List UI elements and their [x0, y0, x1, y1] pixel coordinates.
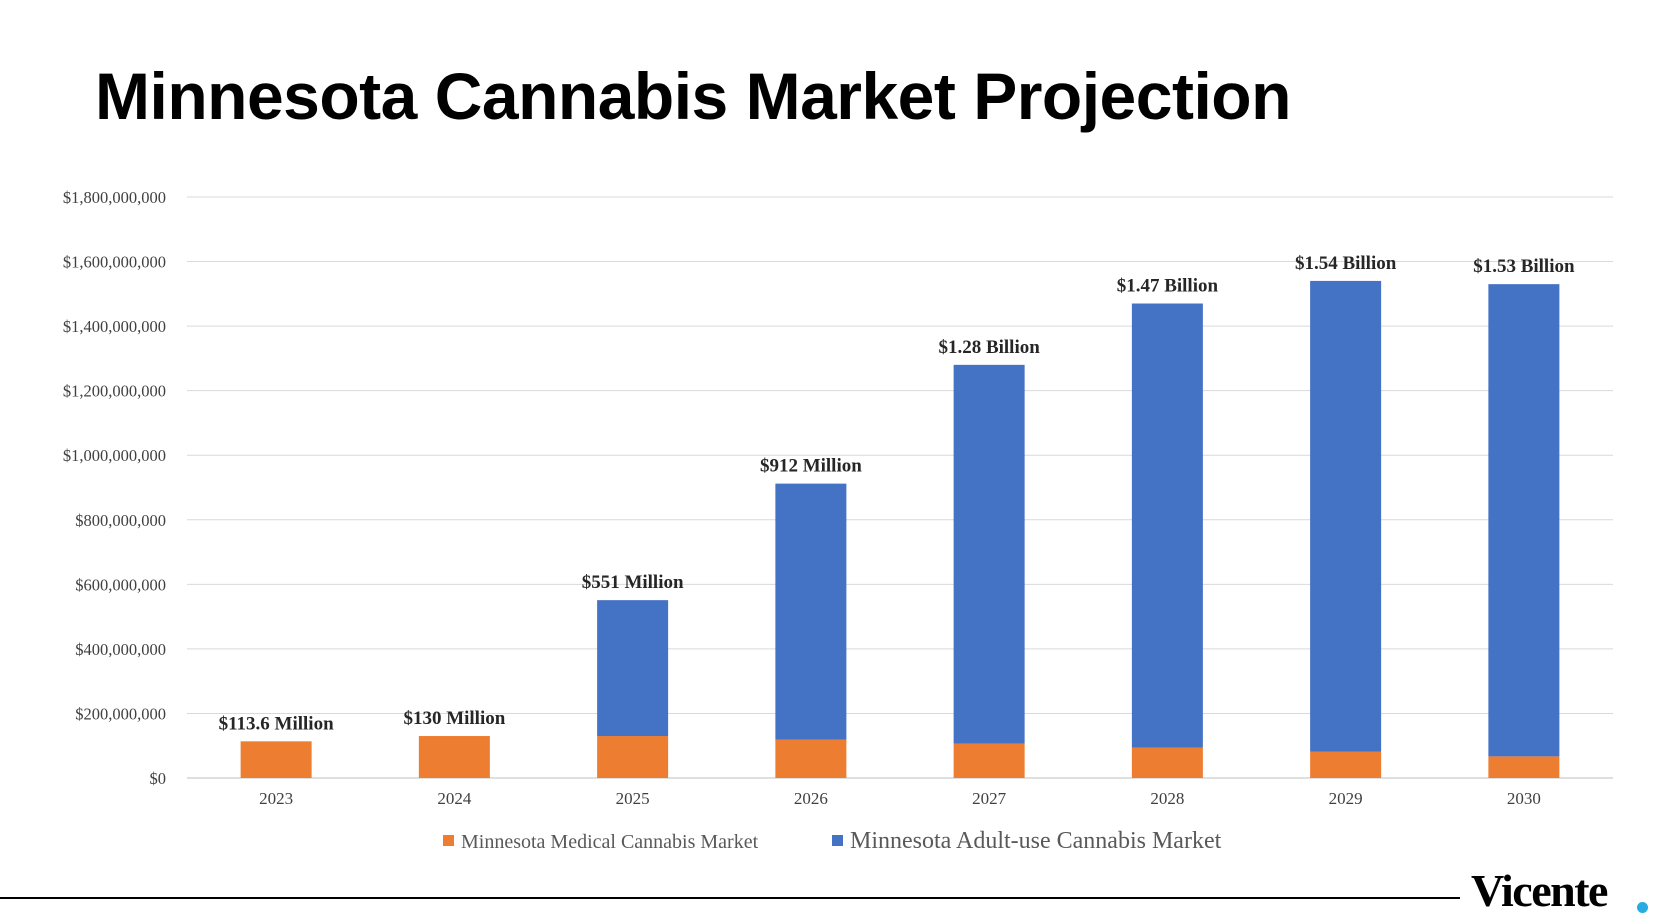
data-label: $1.47 Billion — [1117, 276, 1219, 297]
data-label: $551 Million — [582, 572, 684, 593]
y-tick-label: $1,400,000,000 — [63, 317, 166, 336]
data-label: $1.53 Billion — [1473, 256, 1575, 277]
medical-bar — [775, 739, 847, 778]
data-label: $1.28 Billion — [938, 337, 1040, 358]
medical-bar — [953, 743, 1025, 778]
y-tick-label: $800,000,000 — [75, 511, 166, 530]
adult-use-bar — [597, 600, 669, 737]
y-tick-label: $1,800,000,000 — [63, 188, 166, 207]
adult-use-bar — [1310, 280, 1382, 752]
data-label: $130 Million — [403, 708, 505, 729]
x-tick-label: 2029 — [1329, 789, 1363, 808]
y-tick-label: $200,000,000 — [75, 704, 166, 723]
adult-use-bar — [1488, 284, 1560, 757]
x-tick-label: 2024 — [437, 789, 472, 808]
logo-dot — [1637, 902, 1648, 913]
legend-label: Minnesota Medical Cannabis Market — [461, 831, 759, 853]
x-tick-label: 2025 — [616, 789, 650, 808]
medical-bar — [1131, 747, 1203, 778]
x-tick-label: 2028 — [1150, 789, 1184, 808]
x-tick-label: 2023 — [259, 789, 293, 808]
x-tick-label: 2027 — [972, 789, 1007, 808]
medical-bar — [1310, 751, 1382, 778]
data-label: $113.6 Million — [219, 713, 335, 734]
legend-swatch — [832, 835, 843, 846]
y-tick-label: $1,000,000,000 — [63, 446, 166, 465]
data-label: $1.54 Billion — [1295, 253, 1397, 274]
adult-use-bar — [953, 364, 1025, 744]
legend-swatch — [443, 835, 454, 846]
page-title: Minnesota Cannabis Market Projection — [95, 59, 1291, 133]
y-tick-label: $1,200,000,000 — [63, 382, 166, 401]
adult-use-bar — [775, 483, 847, 740]
y-tick-label: $1,600,000,000 — [63, 253, 166, 272]
medical-bar — [597, 736, 669, 778]
x-tick-label: 2026 — [794, 789, 828, 808]
y-tick-label: $400,000,000 — [75, 640, 166, 659]
vicente-logo: Vicente — [1471, 865, 1608, 916]
medical-bar — [240, 741, 312, 778]
medical-bar — [418, 736, 490, 778]
x-tick-label: 2030 — [1507, 789, 1541, 808]
medical-bar — [1488, 756, 1560, 778]
stacked-bar-chart: $0 $200,000,000 $400,000,000 $600,000,000 $8… — [63, 188, 1613, 854]
legend-label: Minnesota Adult-use Cannabis Market — [850, 828, 1222, 854]
y-tick-label: $0 — [150, 769, 167, 788]
footer-divider — [0, 897, 1460, 899]
data-label: $912 Million — [760, 456, 862, 477]
adult-use-bar — [1131, 303, 1203, 748]
y-tick-label: $600,000,000 — [75, 575, 166, 594]
